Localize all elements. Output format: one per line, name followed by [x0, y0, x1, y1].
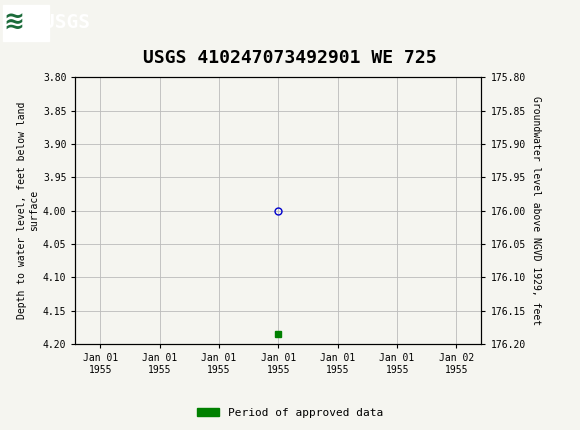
Text: USGS 410247073492901 WE 725: USGS 410247073492901 WE 725	[143, 49, 437, 68]
Legend: Period of approved data: Period of approved data	[193, 403, 387, 422]
Text: ≋: ≋	[3, 11, 24, 34]
FancyBboxPatch shape	[3, 4, 49, 41]
Text: USGS: USGS	[44, 13, 90, 32]
Y-axis label: Groundwater level above NGVD 1929, feet: Groundwater level above NGVD 1929, feet	[531, 96, 541, 325]
Y-axis label: Depth to water level, feet below land
surface: Depth to water level, feet below land su…	[17, 102, 39, 319]
